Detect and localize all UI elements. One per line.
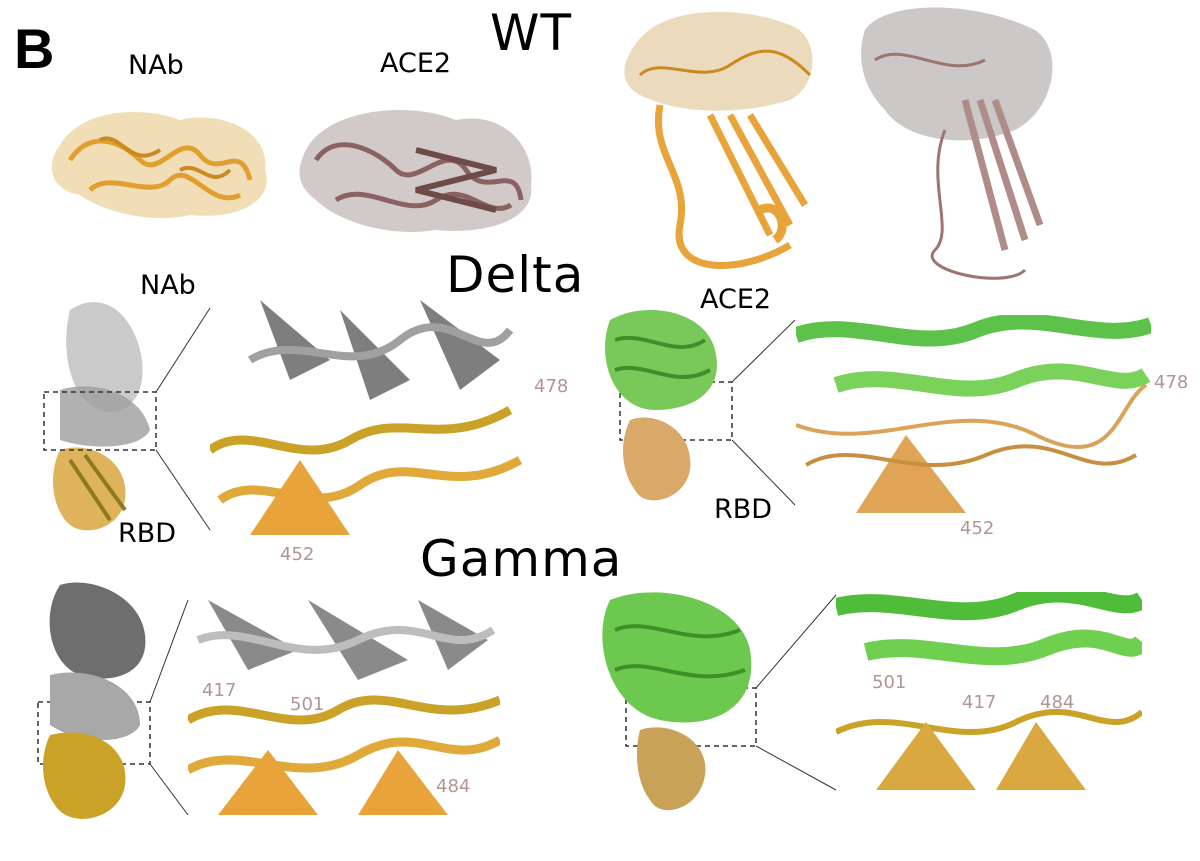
wt-rbd-orange-cartoon xyxy=(620,5,840,275)
delta-ace2-label: ACE2 xyxy=(700,284,772,315)
delta-nab-complex-structure xyxy=(30,290,170,545)
gamma-ace2-residue-label: 501 xyxy=(872,672,907,693)
delta-ace2-complex-structure xyxy=(595,300,730,515)
wt-nab-label: NAb xyxy=(128,50,184,81)
gamma-ace2-zoom-structure xyxy=(836,592,1142,790)
wt-title: WT xyxy=(490,4,572,62)
wt-rbd-nab-surface-structure xyxy=(40,100,280,225)
gamma-ace2-residue-label: 417 xyxy=(962,692,997,713)
wt-rbd-ace2-surface-structure xyxy=(296,90,541,240)
gamma-nab-zoom-structure xyxy=(188,600,500,815)
gamma-title: Gamma xyxy=(420,530,623,588)
gamma-nab-residue-label: 417 xyxy=(202,680,237,701)
delta-ace2-zoom-structure xyxy=(796,315,1151,513)
gamma-ace2-residue-label: 484 xyxy=(1040,692,1075,713)
delta-rbd-label-left: RBD xyxy=(118,518,177,549)
delta-rbd-label-right: RBD xyxy=(714,494,773,525)
delta-ace2-residue-label: 452 xyxy=(960,518,995,539)
panel-label: B xyxy=(14,17,55,80)
delta-nab-label: NAb xyxy=(140,270,196,301)
wt-ace2-label: ACE2 xyxy=(380,48,452,79)
delta-nab-residue-label: 452 xyxy=(280,544,315,565)
gamma-nab-residue-label: 484 xyxy=(436,776,471,797)
delta-nab-residue-label: 478 xyxy=(534,376,569,397)
delta-nab-zoom-structure xyxy=(210,300,530,535)
wt-rbd-brown-cartoon xyxy=(855,0,1070,295)
gamma-nab-residue-label: 501 xyxy=(290,694,325,715)
gamma-ace2-complex-structure xyxy=(590,580,765,825)
delta-ace2-residue-label: 478 xyxy=(1154,372,1189,393)
delta-title: Delta xyxy=(446,246,585,304)
gamma-nab-complex-structure xyxy=(30,575,160,835)
